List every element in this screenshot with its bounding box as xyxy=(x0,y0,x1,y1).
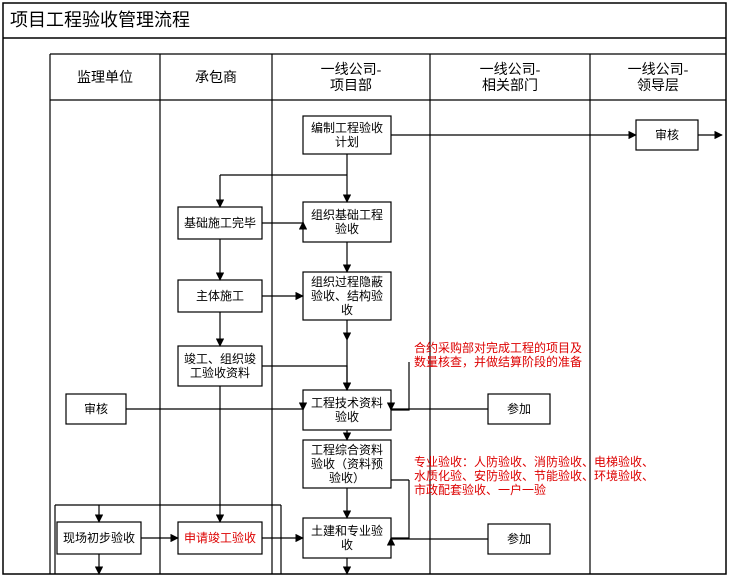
annotation-a2: 专业验收：人防验收、消防验收、电梯验收、水质化验、安防验收、节能验收、环境验收、… xyxy=(414,454,654,497)
svg-text:现场初步验收: 现场初步验收 xyxy=(63,530,135,545)
column-header-supervisor: 监理单位 xyxy=(77,70,133,86)
svg-text:竣工、组织竣工验收资料: 竣工、组织竣工验收资料 xyxy=(184,351,256,380)
column-header-leader: 一线公司-领导层 xyxy=(628,62,689,94)
node-n_macc: 组织过程隐蔽验收、结构验收 xyxy=(303,272,391,320)
column-header-dept: 一线公司-相关部门 xyxy=(480,62,541,94)
svg-text:参加: 参加 xyxy=(507,401,531,416)
node-n_techacc: 工程技术资料验收 xyxy=(303,390,391,430)
column-header-project: 一线公司-项目部 xyxy=(321,62,382,94)
node-n_join2: 参加 xyxy=(488,524,550,554)
diagram-title: 项目工程验收管理流程 xyxy=(10,10,190,30)
node-n_main: 主体施工 xyxy=(178,280,262,312)
svg-text:主体施工: 主体施工 xyxy=(196,289,244,303)
node-n_facc: 组织基础工程验收 xyxy=(303,202,391,242)
node-n_join1: 参加 xyxy=(488,394,550,424)
node-n_civil: 土建和专业验收 xyxy=(303,518,391,558)
annotation-a1: 合约采购部对完成工程的项目及数量核查，并做结算阶段的准备 xyxy=(414,340,582,369)
edge-5 xyxy=(262,222,303,223)
svg-text:申请竣工验收: 申请竣工验收 xyxy=(184,530,256,545)
node-n_compacc: 工程综合资料验收（资料预验收） xyxy=(303,440,391,488)
edge-15 xyxy=(391,362,409,410)
node-n_review: 审核 xyxy=(66,394,126,424)
edge-11 xyxy=(262,366,347,390)
column-header-contractor: 承包商 xyxy=(195,70,237,86)
node-n_fdone: 基础施工完毕 xyxy=(178,207,262,239)
edge-28 xyxy=(391,480,409,538)
svg-text:审核: 审核 xyxy=(84,401,108,416)
node-n_site: 现场初步验收 xyxy=(57,522,141,554)
svg-text:审核: 审核 xyxy=(655,127,679,142)
svg-text:参加: 参加 xyxy=(507,531,531,546)
node-n_comp: 竣工、组织竣工验收资料 xyxy=(178,346,262,386)
edge-13 xyxy=(126,409,303,410)
node-n_audit: 审核 xyxy=(636,120,698,150)
flowchart-canvas: 项目工程验收管理流程监理单位 承包商 一线公司-项目部 一线公司-相关部门 一线公司-领… xyxy=(0,0,729,577)
node-n_apply: 申请竣工验收 xyxy=(178,522,262,554)
svg-text:基础施工完毕: 基础施工完毕 xyxy=(184,215,256,230)
node-n_plan: 编制工程验收计划 xyxy=(303,116,391,154)
